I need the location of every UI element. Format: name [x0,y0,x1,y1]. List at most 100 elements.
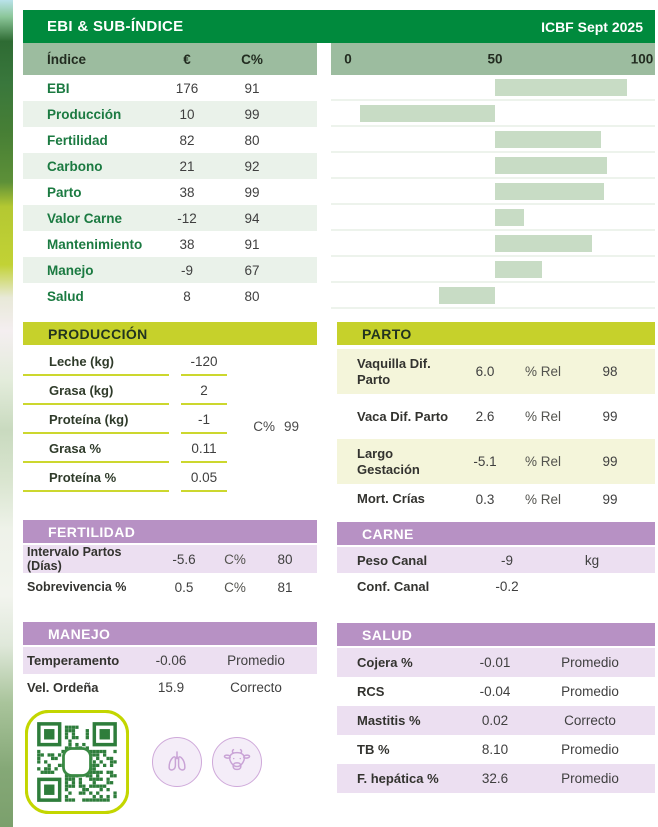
eur-value: 10 [179,106,195,122]
row-label: Vaquilla Dif. Parto [357,355,431,387]
index-label: Salud [47,288,84,304]
bar-row [331,127,655,153]
eur-value: 38 [179,184,195,200]
eur-value: 21 [179,158,195,174]
row-label: Cojera % [357,655,413,670]
eur-value: 82 [179,132,195,148]
page-title: EBI & SUB-ÍNDICE [47,18,184,35]
bar-row [331,205,655,231]
table-row: Cojera % -0.01 Promedio [337,648,655,677]
salud-rows: Cojera % -0.01 Promedio RCS -0.04 Promedio M… [337,648,655,793]
eur-value: 8 [183,288,191,304]
row-status: Correcto [564,713,616,728]
produccion-reliability: C% 99 [253,419,299,434]
row-label: Leche (kg) [23,354,169,376]
c-value: 80 [244,132,260,148]
row-unit: C% [224,579,246,595]
row-label: Mort. Crías [357,491,425,507]
qr-code [24,709,130,815]
mantenimiento-bar [495,235,593,252]
ebi-bar [495,79,628,96]
eur-value: 176 [175,80,199,96]
c-value: 91 [244,236,260,252]
row-label: Vel. Ordeña [27,680,99,695]
table-row: Grasa % 0.11 [23,434,317,463]
parto-bar [495,183,604,200]
table-row: Mastitis % 0.02 Correcto [337,706,655,735]
fertilidad-rows: Intervalo Partos (Días) -5.6 C% 80 Sobreviv… [23,545,317,601]
row-label: Largo Gestación [357,445,420,477]
bar-chart: 0 50 100 [331,43,655,309]
index-label: EBI [47,80,70,96]
salud-bar [439,287,495,304]
table-row: Vel. Ordeña 15.9 Correcto [23,674,317,701]
row-value: 0.05 [181,470,227,492]
row-label: TB % [357,742,390,757]
row-label: Temperamento [27,653,120,668]
carne-rows: Peso Canal -9 kg Conf. Canal -0.2 [337,547,655,599]
manejo-header: MANEJO [23,622,317,645]
parto-header: PARTO [337,322,655,345]
row-label: RCS [357,684,385,699]
row-unit: % Rel [524,409,561,424]
row-value: -0.06 [155,653,187,668]
row-label: Grasa % [23,441,169,463]
row-label: F. hepática % [357,771,439,786]
row-label: Grasa (kg) [23,383,169,405]
manejo-rows: Temperamento -0.06 Promedio Vel. Ordeña 15.… [23,647,317,701]
row-value: 8.10 [481,742,509,757]
carne-section: CARNE Peso Canal -9 kg Conf. Canal -0.2 [337,522,655,599]
parto-rows: Vaquilla Dif. Parto 6.0 % Rel 98 Vaca Dif. … [337,349,655,514]
bar-row [331,283,655,309]
bar-row [331,153,655,179]
parto-section: PARTO Vaquilla Dif. Parto 6.0 % Rel 98 Vaca… [337,322,655,514]
carbono-bar [495,157,607,174]
carne-header: CARNE [337,522,655,545]
table-row: Intervalo Partos (Días) -5.6 C% 80 [23,545,317,573]
index-label: Valor Carne [47,210,123,226]
row-value: 15.9 [157,680,185,695]
col-header-eur: € [183,51,191,67]
row-value: -9 [500,552,513,568]
c-value: 99 [283,419,299,434]
row-value: -0.01 [479,655,511,670]
table-row: Proteína % 0.05 [23,463,317,492]
index-label: Fertilidad [47,132,108,148]
produccion-bar [359,105,495,122]
table-row: Leche (kg) -120 [23,347,317,376]
report-card: EBI & SUB-ÍNDICE ICBF Sept 2025 Índice €… [23,10,655,815]
table-row: TB % 8.10 Promedio [337,735,655,764]
axis-tick-0: 0 [344,51,352,67]
row-value: -0.2 [495,578,519,594]
row-value: -5.6 [172,551,196,567]
row-status: Promedio [227,653,285,668]
produccion-header: PRODUCCIÓN [23,322,317,345]
row-label: Sobrevivencia % [27,579,127,594]
table-row: Salud 8 80 [23,283,317,309]
manejo-section: MANEJO Temperamento -0.06 Promedio Vel. Or… [23,622,317,701]
row-value: 32.6 [481,771,509,786]
table-row: Carbono 21 92 [23,153,317,179]
col-header-indice: Índice [47,51,87,67]
ebi-index-section: Índice € C% EBI 176 91 Producción 10 99 Fert… [23,43,655,309]
index-label: Producción [47,106,122,122]
table-row: Vaca Dif. Parto 2.6 % Rel 99 [337,394,655,439]
eur-value: -9 [180,262,193,278]
col-header-c: C% [241,51,263,67]
table-row: RCS -0.04 Promedio [337,677,655,706]
row-status: Correcto [230,680,282,695]
c-value: 67 [244,262,260,278]
row-status: Promedio [561,684,619,699]
produccion-section: PRODUCCIÓN Leche (kg) -120 Grasa (kg) 2 Pr… [23,322,317,492]
table-row: Sobrevivencia % 0.5 C% 81 [23,573,317,601]
table-row: Manejo -9 67 [23,257,317,283]
index-table-header: Índice € C% [23,43,317,75]
bar-row [331,75,655,101]
row-status: Promedio [561,742,619,757]
lungs-badge [152,737,202,787]
lungs-icon [168,751,186,771]
cow-badge [212,737,262,787]
fertilidad-section: FERTILIDAD Intervalo Partos (Días) -5.6 C%… [23,520,317,601]
row-unit: % Rel [524,364,561,379]
right-column: PARTO Vaquilla Dif. Parto 6.0 % Rel 98 Vaca… [337,309,655,793]
